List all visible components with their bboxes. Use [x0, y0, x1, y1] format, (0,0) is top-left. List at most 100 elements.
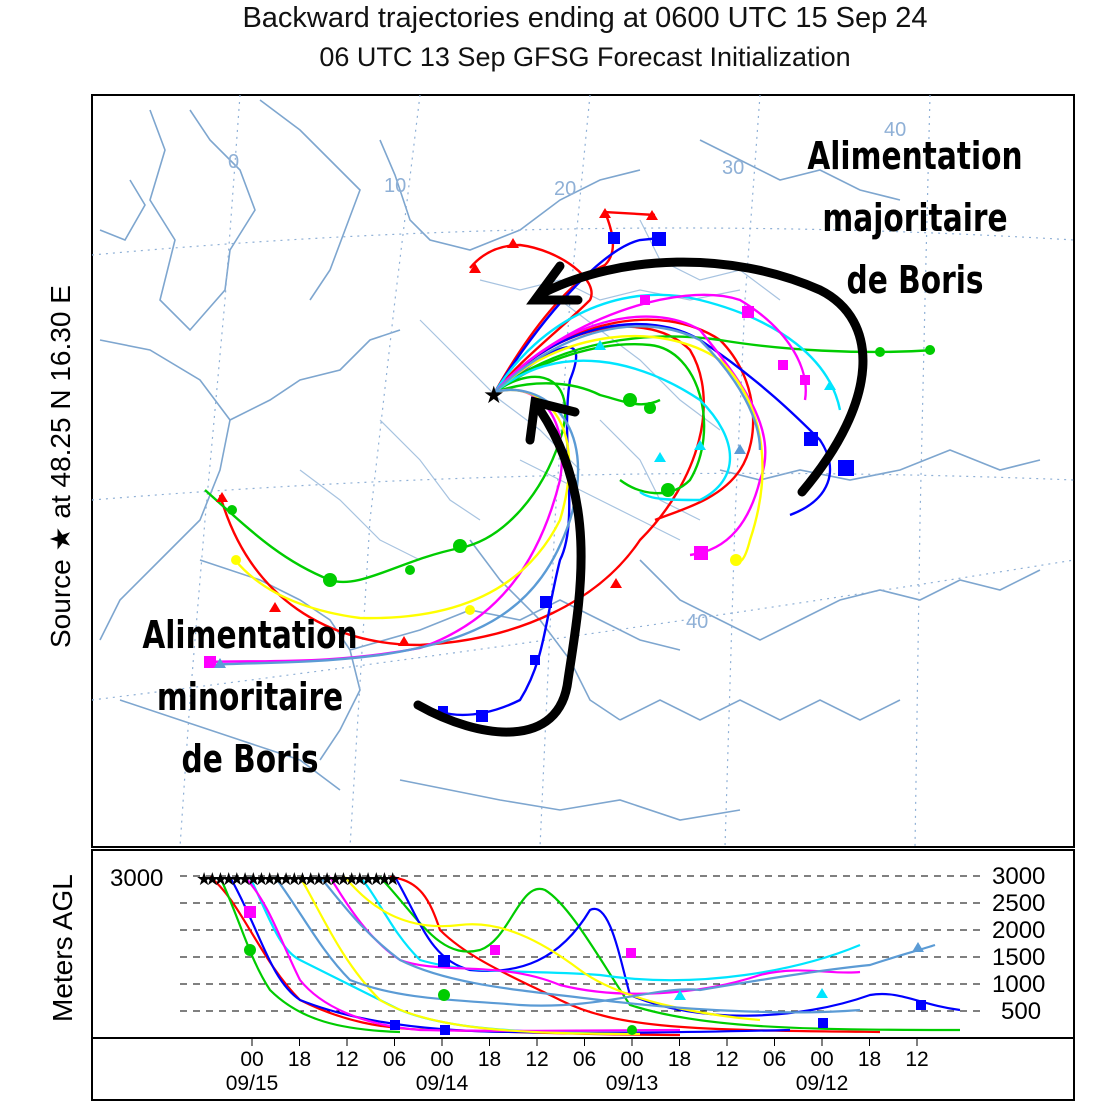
hour-tick: 00: [810, 1048, 833, 1071]
altitude-panel-frame: [91, 849, 1075, 1039]
graticule-label: 40: [884, 119, 906, 141]
chart-subtitle: 06 UTC 13 Sep GFSG Forecast Initializati…: [319, 42, 851, 72]
altitude-traces: [209, 875, 961, 1037]
annotation-line: de Boris: [181, 736, 319, 781]
source-star-icon: ★: [483, 382, 505, 409]
start-star-icon: ★: [270, 869, 286, 889]
altitude-trace: [244, 876, 681, 1032]
date-tick: 09/15: [226, 1072, 279, 1095]
map-area: 0 10 20 30 40 40: [92, 95, 1074, 847]
hour-tick: 00: [240, 1048, 263, 1071]
hour-tick: 00: [430, 1048, 453, 1071]
start-star-icon: ★: [352, 869, 368, 889]
y-tick-right: 3000: [992, 863, 1045, 890]
start-star-icon: ★: [385, 869, 401, 889]
y-tick-right: 2000: [992, 917, 1045, 944]
major-arrow-head: [526, 261, 583, 305]
start-star-icon: ★: [253, 869, 269, 889]
altitude-trace: [229, 876, 791, 1034]
start-star-icon: ★: [319, 869, 335, 889]
trajectory-blue: [493, 236, 661, 393]
start-star-icon: ★: [335, 869, 351, 889]
start-star-icon: ★: [360, 869, 376, 889]
trajectory-red: [218, 325, 705, 647]
start-star-icon: ★: [376, 869, 392, 889]
y-tick-right: 500: [1001, 998, 1041, 1025]
trajectory-steelblue: [494, 325, 762, 451]
annotation-line: minoritaire: [156, 674, 344, 719]
hour-tick: 06: [763, 1048, 786, 1071]
graticule-label: 20: [554, 178, 576, 200]
altitude-trace: [379, 876, 961, 1032]
coastlines: [99, 99, 1041, 821]
start-star-icon: ★: [212, 869, 228, 889]
annotation-arrows: [413, 257, 868, 737]
altitude-trace: [299, 876, 641, 1036]
start-star-icon: ★: [286, 869, 302, 889]
graticule-label: 0: [228, 151, 239, 173]
trajectory-markers: [204, 208, 935, 722]
hour-tick: 06: [573, 1048, 596, 1071]
trajectory-steelblue: [209, 388, 580, 667]
start-altitude-stars: ★★★★★★★★★★★★★★★★★★★★★★★★: [196, 869, 401, 889]
graticule-label: 40: [686, 611, 708, 633]
y-tick-right: 2500: [992, 890, 1045, 917]
graticule-label: 30: [722, 157, 744, 179]
start-star-icon: ★: [245, 869, 261, 889]
hour-tick: 18: [858, 1048, 881, 1071]
hour-tick: 18: [288, 1048, 311, 1071]
trajectory-red: [494, 318, 755, 522]
annotation-line: Alimentation: [807, 134, 1023, 178]
annotation-line: majoritaire: [822, 195, 1008, 240]
hour-tick: 06: [383, 1048, 406, 1071]
start-star-icon: ★: [368, 869, 384, 889]
annotation-minor: Alimentation minoritaire de Boris: [137, 605, 363, 791]
trajectory-yellow: [494, 334, 764, 563]
date-tick: 09/14: [416, 1072, 469, 1095]
annotation-line: Alimentation: [142, 613, 358, 657]
trajectory-cyan: [494, 359, 732, 502]
trajectory-blue: [494, 323, 832, 517]
start-star-icon: ★: [221, 869, 237, 889]
chart-title: Backward trajectories ending at 0600 UTC…: [242, 2, 928, 34]
start-star-icon: ★: [262, 869, 278, 889]
altitude-y-label: Meters AGL: [47, 874, 78, 1022]
start-star-icon: ★: [311, 869, 327, 889]
altitude-trace: [219, 876, 401, 1034]
source-label: Source ★ at 48.25 N 16.30 E: [45, 285, 76, 648]
start-star-icon: ★: [294, 869, 310, 889]
map-frame: [91, 94, 1075, 848]
hour-tick: 12: [525, 1048, 548, 1071]
hour-tick: 12: [905, 1048, 928, 1071]
start-star-icon: ★: [229, 869, 245, 889]
y-tick-right: 1000: [992, 971, 1045, 998]
graticule-label: 10: [384, 175, 406, 197]
start-star-icon: ★: [204, 869, 220, 889]
start-star-icon: ★: [327, 869, 343, 889]
y-tick-left: 3000: [110, 865, 163, 892]
start-star-icon: ★: [237, 869, 253, 889]
minor-arrow-head: [525, 396, 580, 445]
hour-tick: 12: [715, 1048, 738, 1071]
trajectory-magenta: [494, 293, 807, 401]
time-axis-frame: [91, 1037, 1075, 1101]
hour-tick: 18: [478, 1048, 501, 1071]
date-tick: 09/13: [606, 1072, 659, 1095]
source-label-text: Source ★ at 48.25 N 16.30 E: [45, 285, 76, 648]
annotation-line: de Boris: [846, 257, 984, 302]
major-flow-arrow: [540, 257, 868, 497]
altitude-trace: [359, 876, 861, 982]
altitude-trace: [319, 876, 861, 1014]
annotation-major: Alimentation majoritaire de Boris: [802, 126, 1028, 312]
start-star-icon: ★: [344, 869, 360, 889]
start-star-icon: ★: [278, 869, 294, 889]
date-tick: 09/12: [796, 1072, 849, 1095]
start-star-icon: ★: [196, 869, 212, 889]
trajectory-green: [494, 382, 661, 406]
trajectory-cyan: [493, 293, 842, 411]
trajectory-yellow: [234, 388, 571, 620]
hour-tick: 00: [620, 1048, 643, 1071]
y-tick-right: 1500: [992, 944, 1045, 971]
hour-tick: 18: [668, 1048, 691, 1071]
